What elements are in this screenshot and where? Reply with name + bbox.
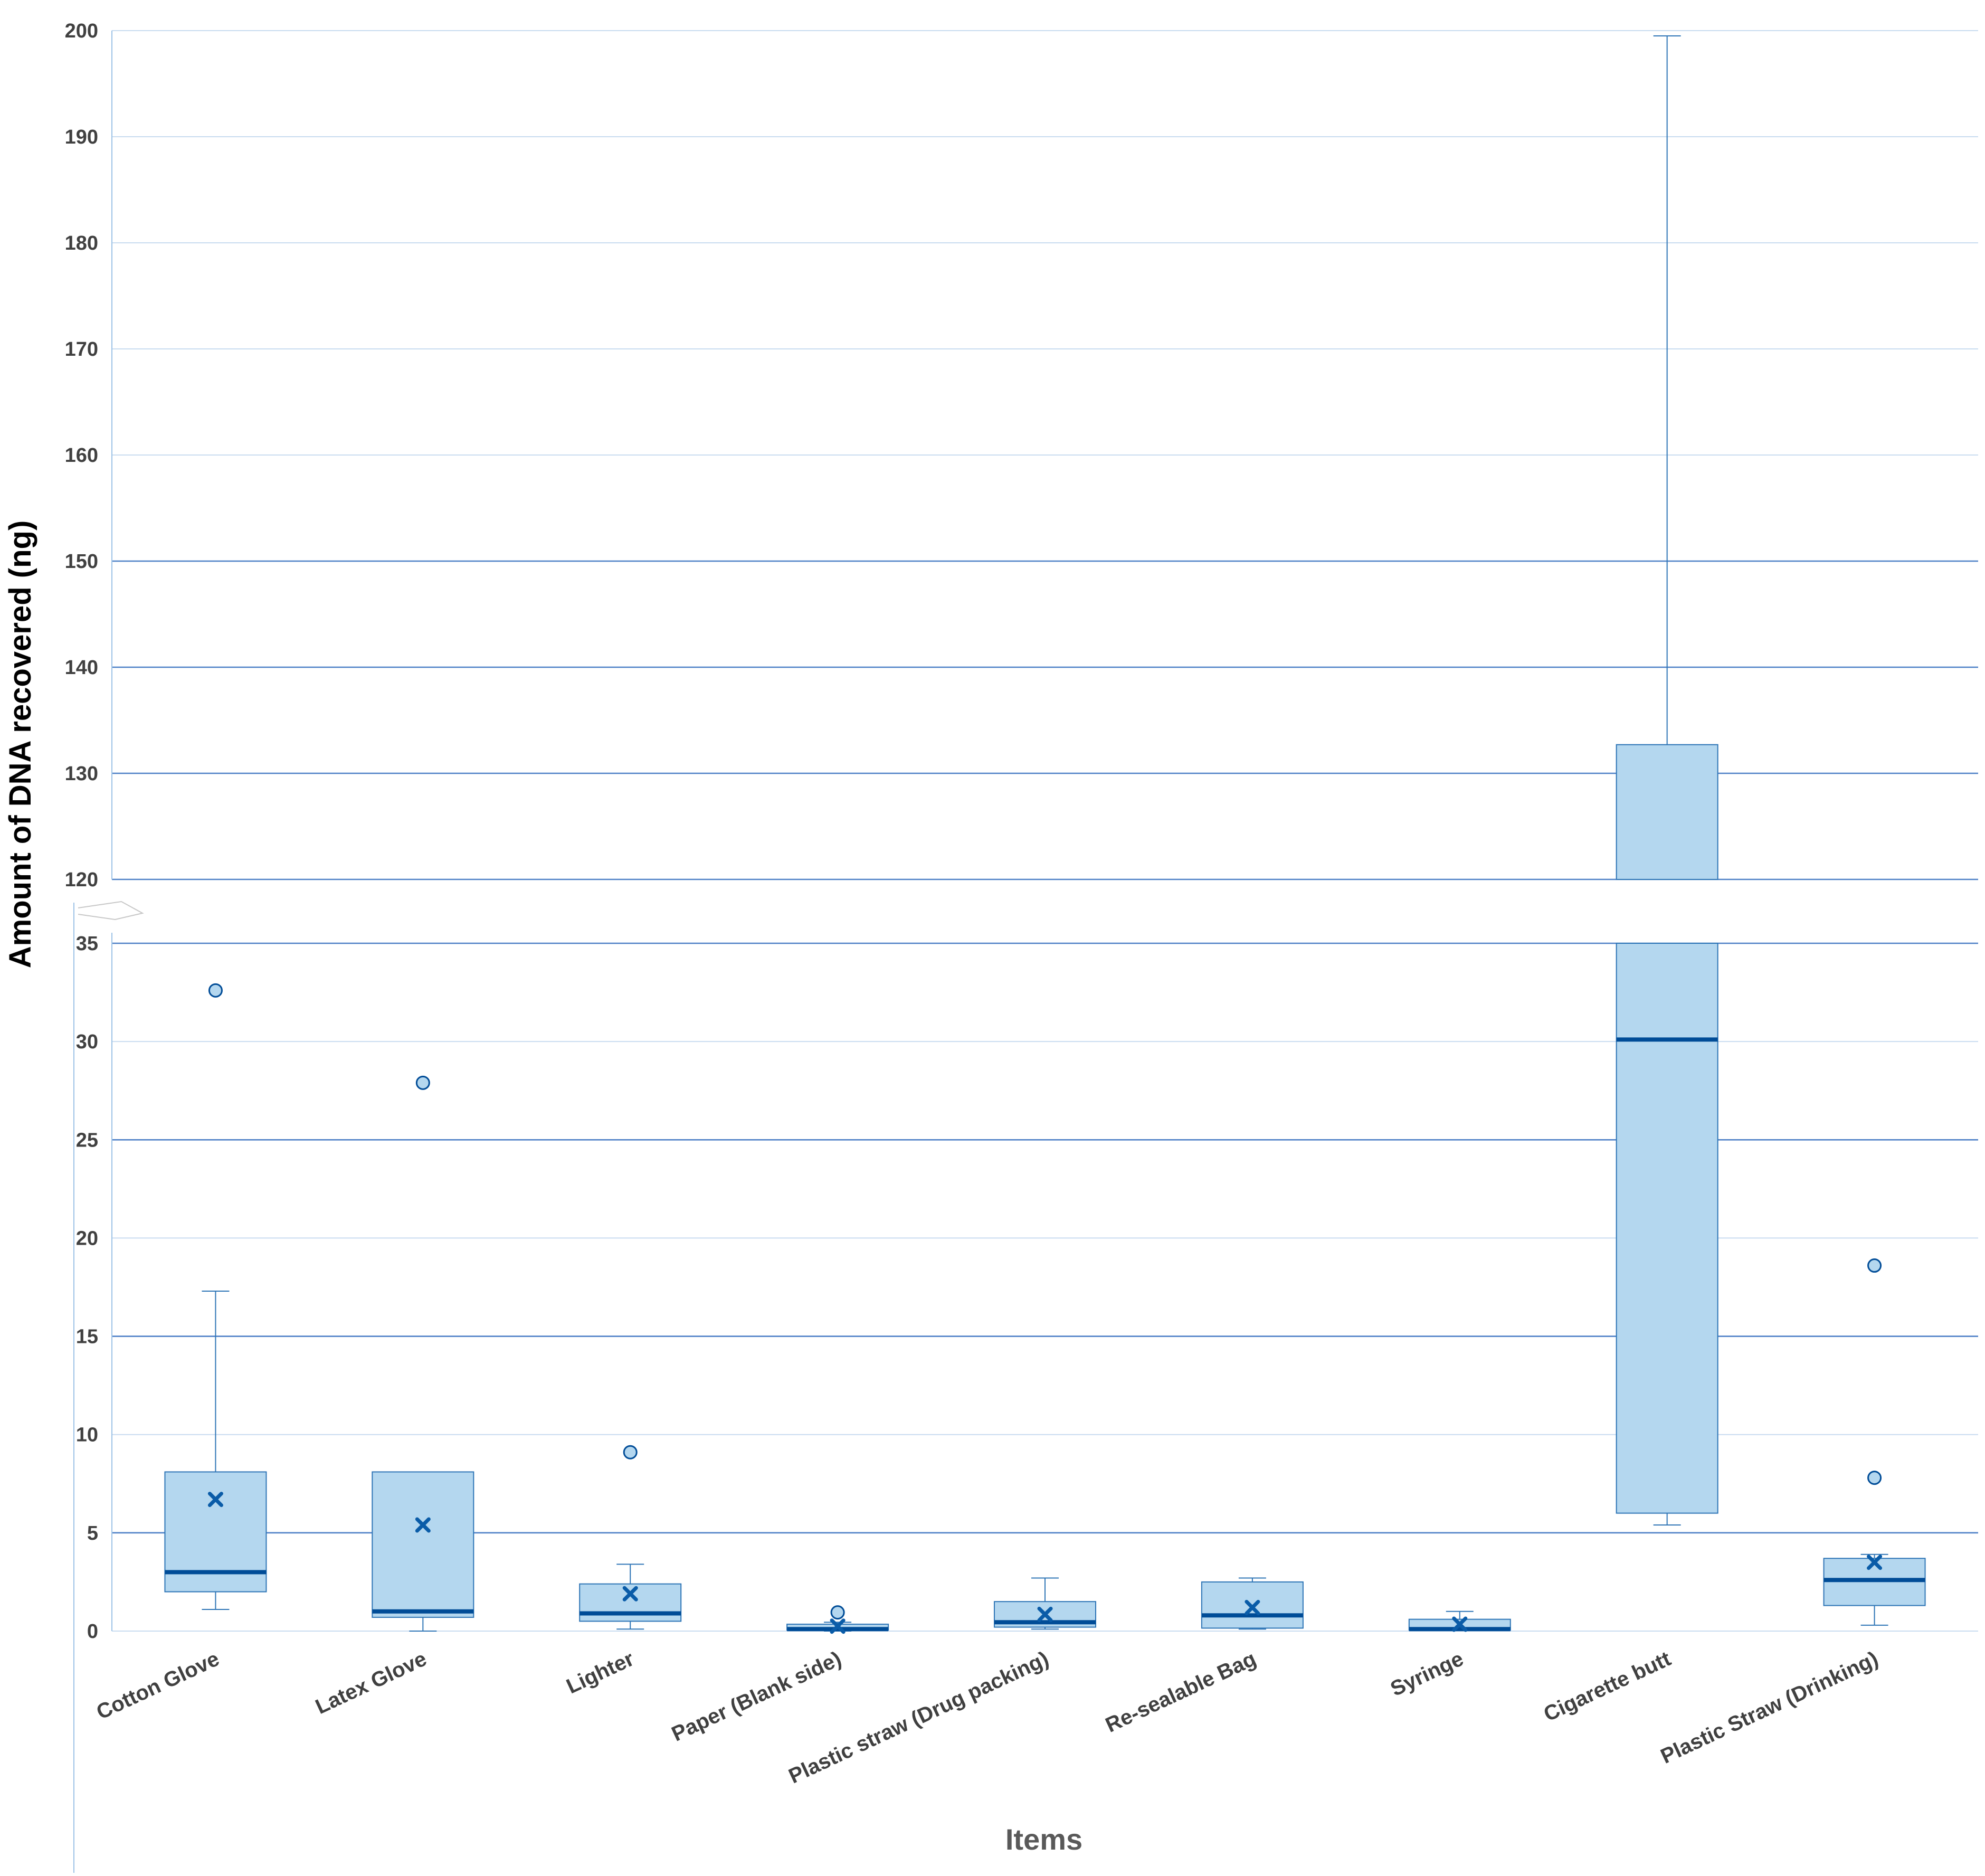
outlier-point	[830, 1605, 845, 1620]
y-tick-label: 180	[65, 232, 98, 254]
box-body-upper	[1616, 744, 1718, 880]
box-5	[994, 1577, 1096, 1630]
y-tick-label: 5	[87, 1522, 98, 1545]
y-tick-label: 190	[65, 126, 98, 148]
x-category-label: Paper (Blank side)	[668, 1647, 845, 1746]
y-tick-label: 15	[76, 1326, 98, 1348]
x-category-label: Syringe	[1387, 1647, 1467, 1701]
outlier-point	[1867, 1258, 1882, 1273]
y-tick-label: 30	[76, 1031, 98, 1053]
y-tick-label: 170	[65, 338, 98, 361]
mean-marker	[622, 1586, 638, 1602]
y-tick-label: 35	[76, 933, 98, 955]
box-body-lower	[1616, 943, 1718, 1514]
mean-marker	[1037, 1606, 1053, 1622]
x-category-label: Plastic Straw (Drinking)	[1657, 1647, 1882, 1768]
mean-marker	[1245, 1599, 1260, 1615]
box-3	[579, 1445, 682, 1630]
y-tick-label: 160	[65, 444, 98, 467]
x-category-label: Re-sealable Bag	[1102, 1647, 1260, 1737]
box-1	[164, 983, 267, 1610]
box-8	[1616, 35, 1718, 1526]
axes	[73, 31, 144, 1873]
outlier-point	[1867, 1471, 1882, 1485]
mean-marker	[1867, 1555, 1883, 1570]
axis-break-marker	[78, 901, 144, 921]
y-tick-label: 20	[76, 1227, 98, 1249]
y-tick-label: 120	[65, 869, 98, 891]
box-6	[1201, 1577, 1304, 1630]
y-tick-label: 130	[65, 763, 98, 785]
x-category-label: Cotton Glove	[93, 1647, 223, 1724]
mean-marker	[1452, 1616, 1468, 1632]
x-category-label: Cigarette butt	[1540, 1647, 1674, 1726]
y-tick-label: 200	[65, 20, 98, 42]
box-2	[372, 1075, 474, 1632]
outlier-point	[208, 983, 223, 998]
y-axis-title: Amount of DNA recovered (ng)	[3, 520, 37, 969]
box-body	[579, 1583, 682, 1622]
y-tick-label: 140	[65, 657, 98, 679]
box-9	[1823, 1258, 1926, 1626]
box-7	[1408, 1610, 1511, 1632]
y-tick-label: 10	[76, 1424, 98, 1446]
tick-labels: 0 5 10 15 20 25 30 35 120 130 140 150 160 170 180 190 20…	[65, 20, 1882, 1788]
box-4	[786, 1605, 889, 1634]
y-tick-label: 0	[87, 1621, 98, 1643]
y-tick-label: 25	[76, 1129, 98, 1151]
box-series	[164, 35, 1926, 1634]
y-tick-label: 150	[65, 551, 98, 573]
x-category-label: Lighter	[563, 1647, 638, 1698]
outlier-point	[415, 1075, 430, 1090]
x-category-label: Latex Glove	[312, 1647, 430, 1719]
outlier-point	[623, 1445, 638, 1460]
mean-marker	[415, 1517, 431, 1533]
mean-marker	[207, 1492, 223, 1508]
box-body	[372, 1471, 474, 1618]
x-axis-title: Items	[1005, 1823, 1082, 1856]
mean-marker	[830, 1618, 846, 1634]
